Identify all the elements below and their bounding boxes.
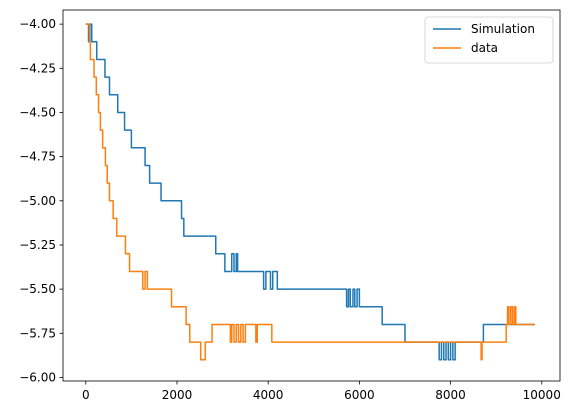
plot-lines [85,23,535,361]
legend-label-data: data [471,41,498,55]
series-line-simulation [85,23,535,361]
legend: Simulation data [424,16,554,64]
y-axis-ticks: −6.00 −5.75 −5.50 −5.25 −5.00 −4.75 −4.50 −4.25… [19,17,63,384]
y-tick-label: −5.75 [19,326,56,340]
x-tick-label: 8000 [435,388,466,402]
x-tick-label: 2000 [162,388,193,402]
y-tick-label: −5.50 [19,282,56,296]
y-tick-label: −5.00 [19,194,56,208]
y-tick-label: −4.50 [19,105,56,119]
series-line-data [85,23,535,361]
x-tick-label: 6000 [344,388,375,402]
legend-label-simulation: Simulation [471,22,535,36]
x-tick-label: 4000 [253,388,284,402]
y-tick-label: −5.25 [19,238,56,252]
x-tick-label: 10000 [523,388,561,402]
axes-frame [62,9,561,382]
y-tick-label: −4.75 [19,150,56,164]
x-axis-ticks: 0 2000 4000 6000 8000 10000 [82,381,561,402]
y-tick-label: −6.00 [19,370,56,384]
x-tick-label: 0 [82,388,90,402]
y-tick-label: −4.25 [19,61,56,75]
y-tick-label: −4.00 [19,17,56,31]
